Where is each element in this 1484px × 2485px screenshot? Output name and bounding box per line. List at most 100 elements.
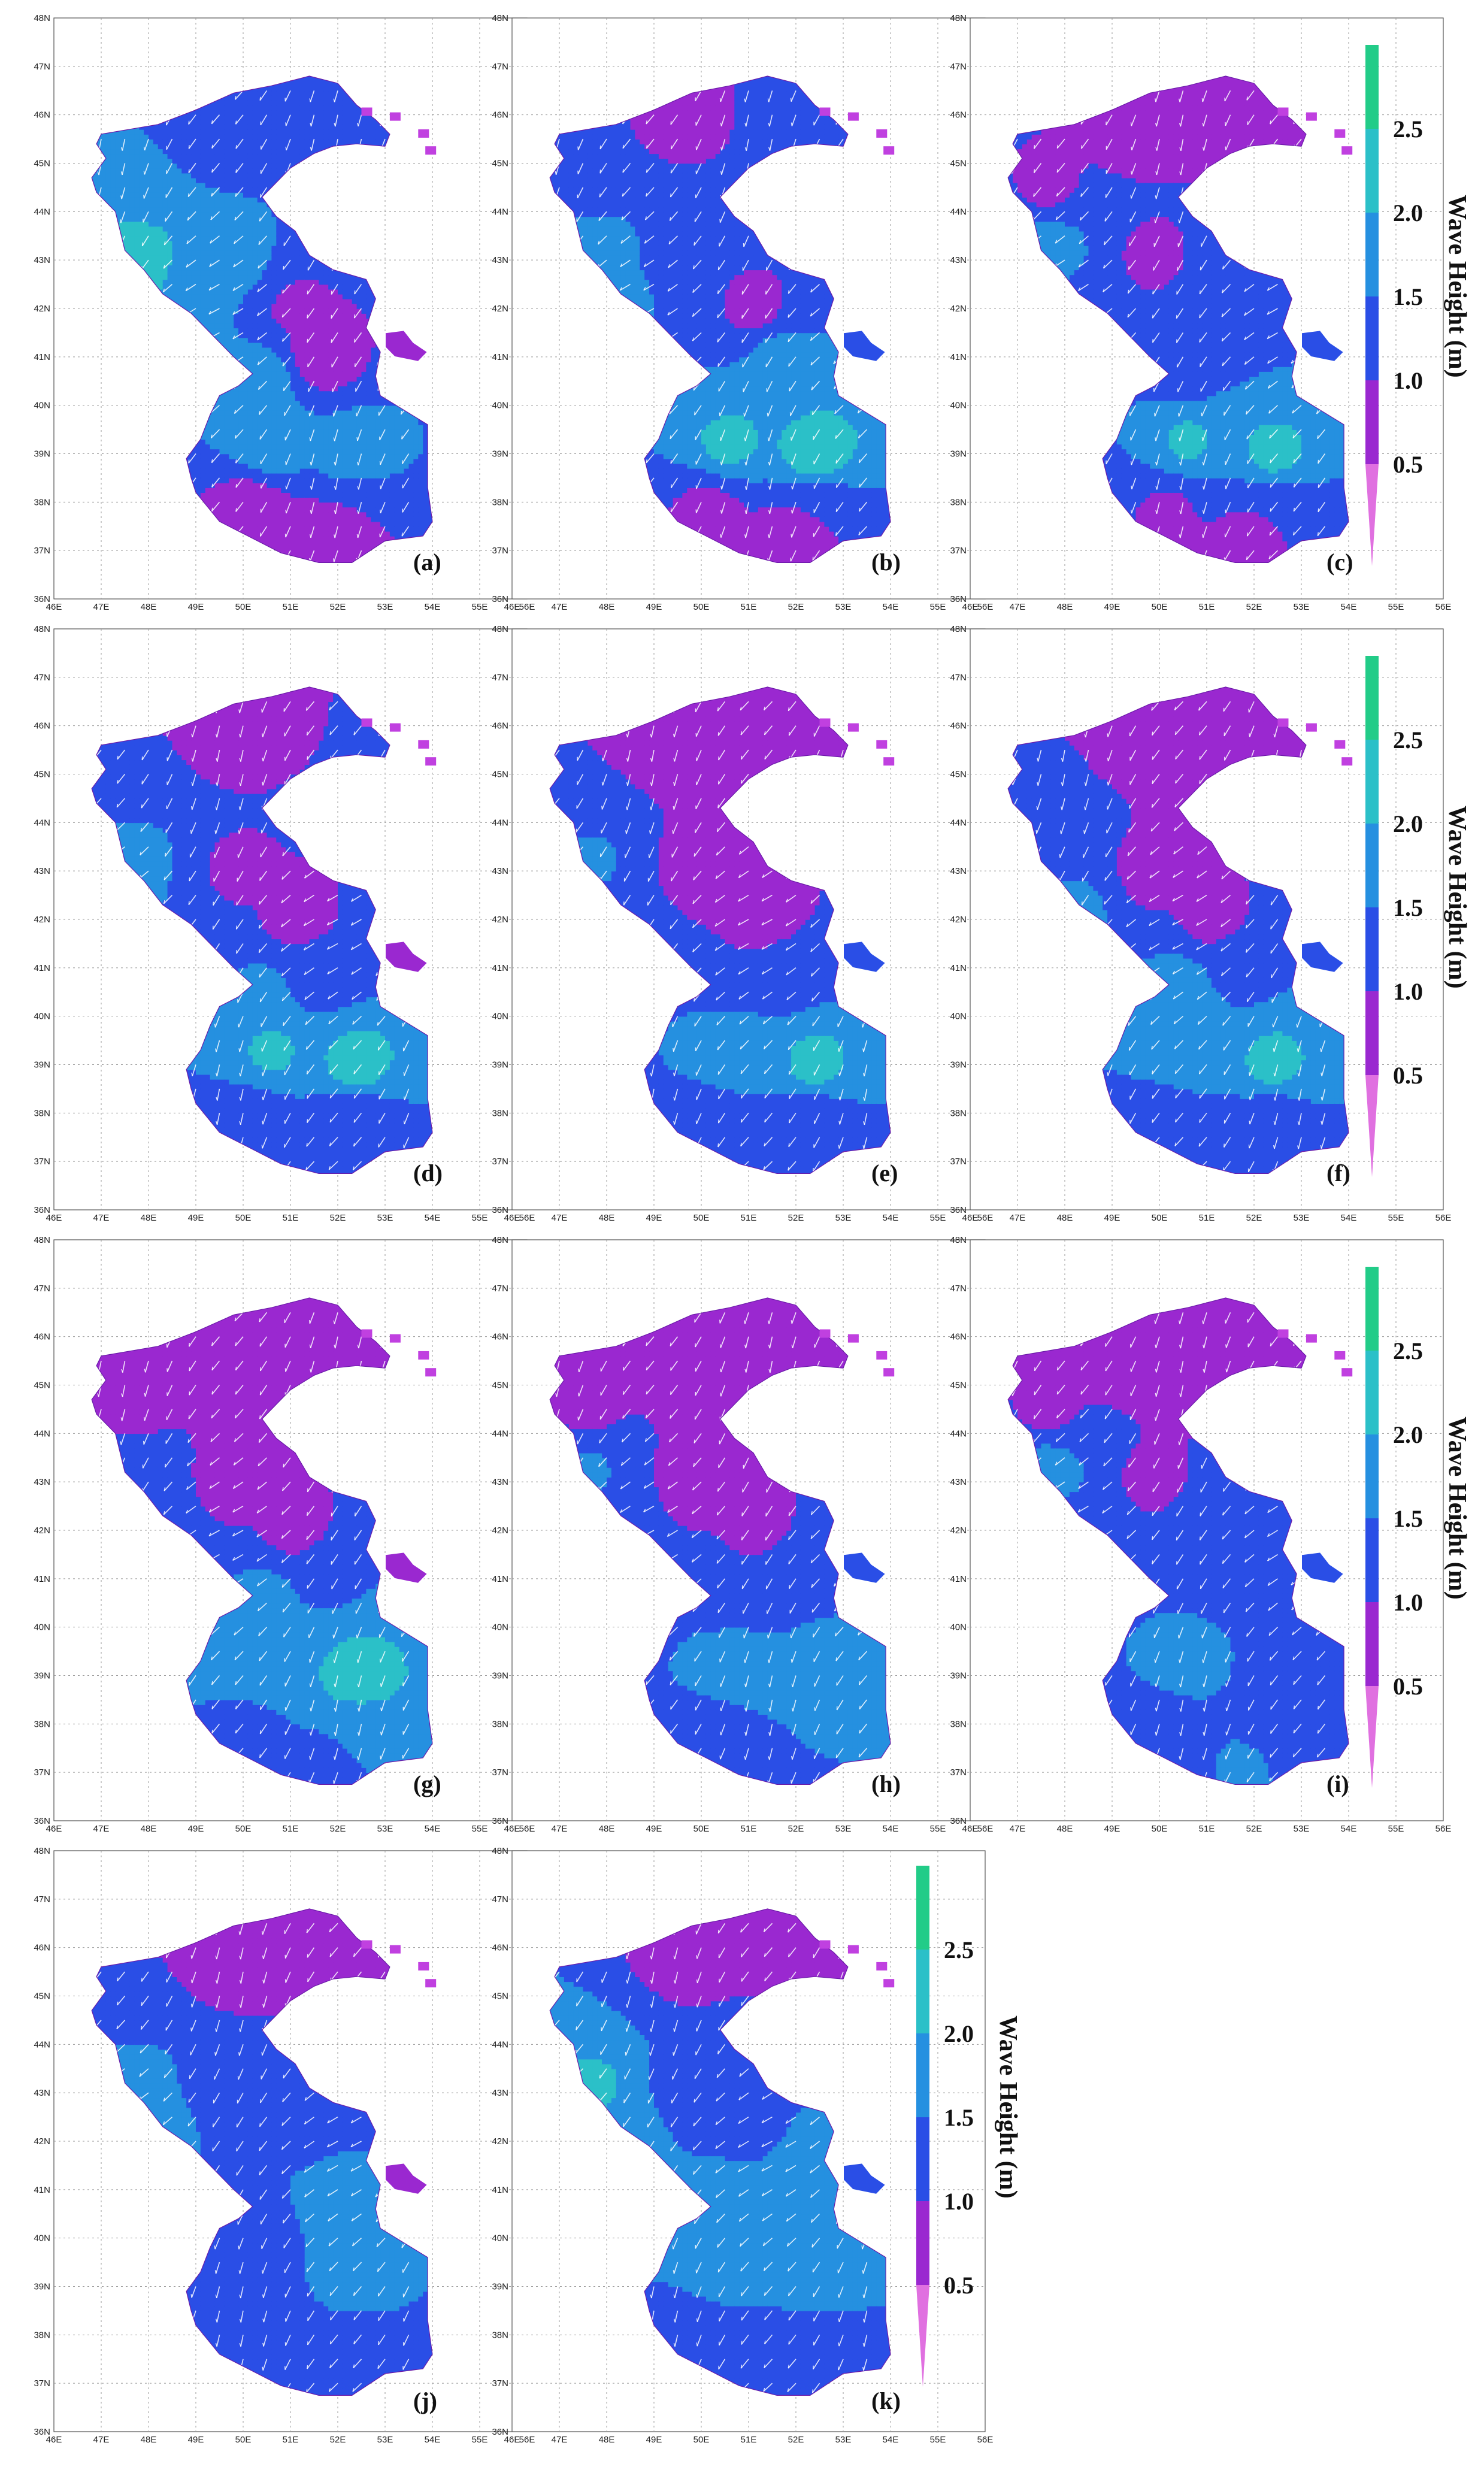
field-cell <box>201 139 206 144</box>
field-cell <box>149 187 154 193</box>
field-cell <box>243 202 249 207</box>
field-cell <box>271 280 277 285</box>
field-cell <box>271 134 277 140</box>
field-cell <box>276 376 281 382</box>
field-cell <box>149 236 154 241</box>
field-cell <box>253 410 258 416</box>
field-cell <box>149 197 154 202</box>
field-cell <box>267 449 272 454</box>
field-cell <box>267 110 272 116</box>
field-cell <box>258 371 263 377</box>
field-cell <box>300 541 305 546</box>
field-cell <box>300 134 305 140</box>
field-cell <box>243 517 249 522</box>
field-cell <box>234 299 239 304</box>
field-cell <box>281 250 286 256</box>
field-cell <box>305 420 310 425</box>
field-cell <box>238 299 244 304</box>
field-cell <box>186 115 192 120</box>
field-cell <box>286 304 291 309</box>
field-cell <box>258 405 263 411</box>
field-cell <box>258 231 263 237</box>
field-cell <box>177 164 182 169</box>
field-cell <box>201 236 206 241</box>
field-cell <box>258 178 263 183</box>
field-cell <box>258 304 263 309</box>
field-cell <box>310 546 315 551</box>
field-cell <box>149 158 154 164</box>
field-cell <box>300 352 305 358</box>
field-cell <box>248 178 253 183</box>
field-cell <box>177 236 182 241</box>
field-cell <box>290 81 296 86</box>
field-cell <box>158 274 163 280</box>
field-cell <box>300 488 305 493</box>
field-cell <box>205 439 211 444</box>
field-cell <box>234 522 239 527</box>
field-cell <box>276 289 281 295</box>
field-cell <box>248 338 253 343</box>
field-cell <box>149 211 154 217</box>
field-cell <box>220 284 225 290</box>
field-cell <box>125 153 131 159</box>
field-cell <box>243 512 249 517</box>
field-cell <box>243 260 249 265</box>
field-cell <box>295 294 301 299</box>
field-cell <box>281 449 286 454</box>
field-cell <box>234 255 239 261</box>
field-cell <box>290 86 296 91</box>
field-cell <box>210 183 216 188</box>
field-cell <box>253 338 258 343</box>
field-cell <box>191 464 196 469</box>
field-cell <box>163 231 168 237</box>
field-cell <box>224 425 229 430</box>
field-cell <box>224 323 229 328</box>
field-cell <box>144 134 149 140</box>
field-cell <box>238 434 244 440</box>
field-cell <box>229 241 234 246</box>
field-cell <box>305 497 310 503</box>
field-cell <box>258 343 263 348</box>
field-cell <box>276 168 281 174</box>
field-cell <box>134 158 140 164</box>
field-cell <box>111 164 116 169</box>
field-cell <box>310 270 315 275</box>
field-cell <box>305 308 310 314</box>
field-cell <box>253 507 258 512</box>
field-cell <box>305 120 310 125</box>
field-cell <box>177 284 182 290</box>
field-cell <box>153 192 159 198</box>
field-cell <box>181 274 187 280</box>
field-cell <box>186 178 192 183</box>
field-cell <box>220 483 225 488</box>
field-cell <box>305 304 310 309</box>
field-cell <box>229 149 234 154</box>
field-cell <box>276 367 281 372</box>
field-cell <box>153 246 159 251</box>
field-cell <box>196 304 201 309</box>
field-cell <box>271 216 277 222</box>
field-cell <box>290 401 296 406</box>
field-cell <box>210 478 216 483</box>
field-cell <box>276 526 281 532</box>
field-cell <box>248 507 253 512</box>
field-cell <box>267 347 272 353</box>
field-cell <box>243 332 249 338</box>
field-cell <box>258 376 263 382</box>
field-cell <box>116 164 121 169</box>
field-cell <box>253 241 258 246</box>
field-cell <box>258 526 263 532</box>
field-cell <box>125 149 131 154</box>
field-cell <box>134 231 140 237</box>
field-cell <box>267 507 272 512</box>
field-cell <box>220 207 225 212</box>
field-cell <box>262 473 268 479</box>
field-cell <box>229 459 234 464</box>
field-cell <box>224 192 229 198</box>
field-cell <box>262 129 268 135</box>
field-cell <box>229 429 234 435</box>
field-cell <box>238 444 244 449</box>
field-cell <box>295 483 301 488</box>
field-cell <box>267 153 272 159</box>
